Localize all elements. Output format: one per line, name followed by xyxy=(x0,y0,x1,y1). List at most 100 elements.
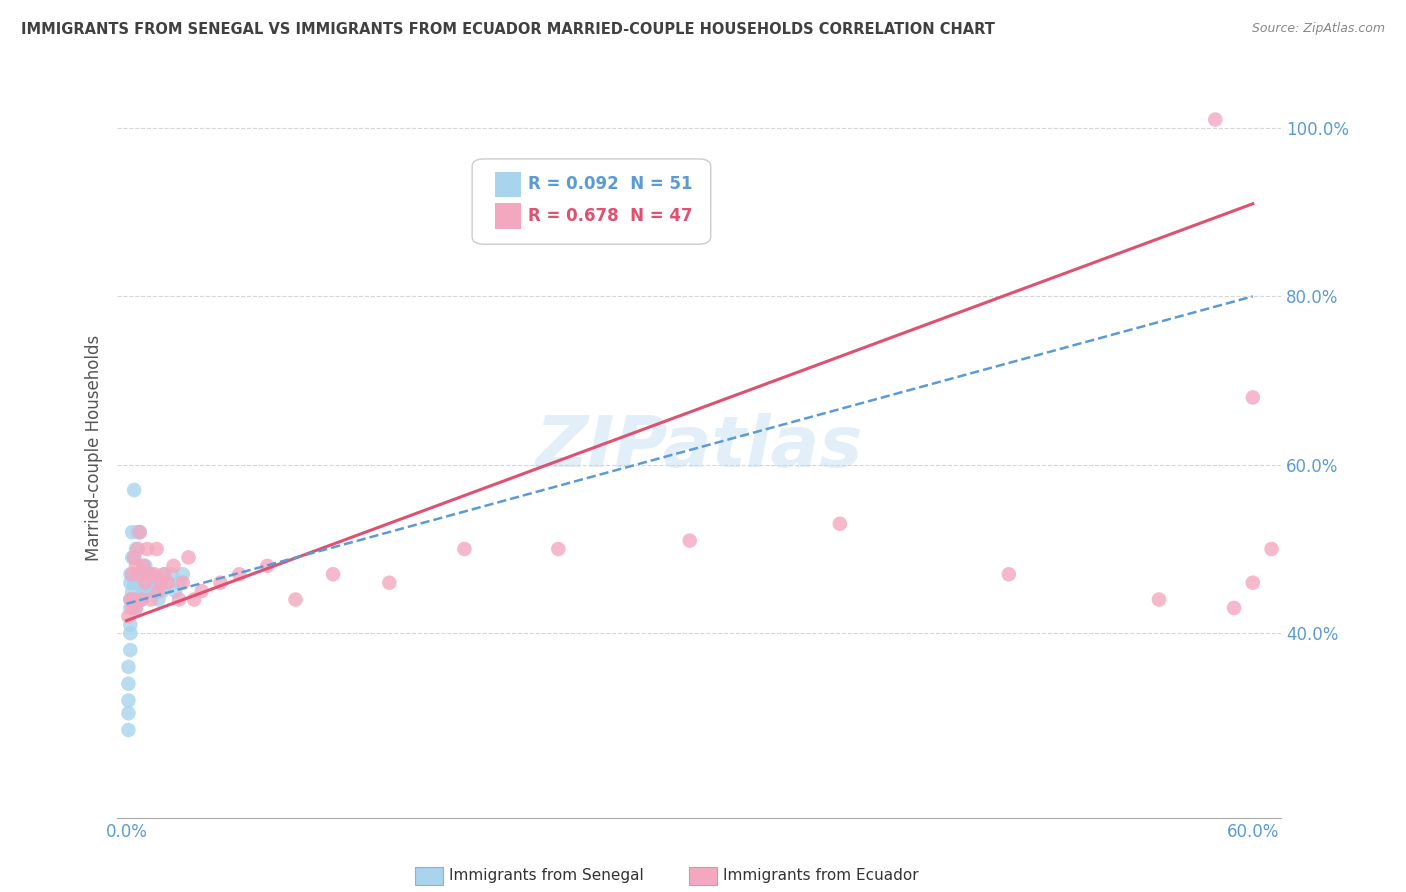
Point xyxy=(145,541,167,556)
Text: R = 0.678  N = 47: R = 0.678 N = 47 xyxy=(529,207,693,225)
Point xyxy=(165,584,187,599)
Point xyxy=(117,693,139,707)
Point xyxy=(132,584,155,599)
Point xyxy=(122,575,145,590)
Point xyxy=(125,558,148,573)
Point xyxy=(149,575,172,590)
Text: IMMIGRANTS FROM SENEGAL VS IMMIGRANTS FROM ECUADOR MARRIED-COUPLE HOUSEHOLDS COR: IMMIGRANTS FROM SENEGAL VS IMMIGRANTS FR… xyxy=(21,22,995,37)
Point xyxy=(121,567,143,582)
Text: Immigrants from Ecuador: Immigrants from Ecuador xyxy=(723,869,918,883)
Point xyxy=(131,567,153,582)
Point xyxy=(125,601,148,615)
Point xyxy=(997,567,1019,582)
Point xyxy=(679,533,702,548)
Text: Source: ZipAtlas.com: Source: ZipAtlas.com xyxy=(1251,22,1385,36)
Point xyxy=(121,601,143,615)
Point xyxy=(128,592,150,607)
Point xyxy=(120,592,142,607)
Point xyxy=(120,643,142,657)
Point xyxy=(453,541,475,556)
Point xyxy=(120,626,142,640)
Point xyxy=(125,575,148,590)
Point xyxy=(134,575,156,590)
Point xyxy=(125,601,148,615)
Point xyxy=(153,567,176,582)
Point xyxy=(142,575,165,590)
Point xyxy=(138,584,160,599)
Bar xyxy=(495,171,522,197)
Point xyxy=(132,558,155,573)
Point xyxy=(120,601,142,615)
Point xyxy=(143,584,166,599)
Point xyxy=(145,575,167,590)
Point xyxy=(1279,500,1302,514)
Point xyxy=(190,584,212,599)
Point xyxy=(139,592,162,607)
Point xyxy=(121,584,143,599)
Point xyxy=(121,567,143,582)
Point xyxy=(378,575,401,590)
Point xyxy=(120,567,142,582)
Point xyxy=(128,567,150,582)
Point xyxy=(128,525,150,540)
Point xyxy=(131,592,153,607)
Text: Immigrants from Senegal: Immigrants from Senegal xyxy=(449,869,644,883)
Point xyxy=(322,567,344,582)
Point xyxy=(156,575,179,590)
Point xyxy=(209,575,232,590)
Point xyxy=(117,660,139,674)
Point xyxy=(127,592,149,607)
Point xyxy=(122,483,145,497)
Point xyxy=(150,584,173,599)
Text: ZIPatlas: ZIPatlas xyxy=(536,414,863,483)
Point xyxy=(122,550,145,565)
Point xyxy=(828,516,851,531)
Point xyxy=(148,584,170,599)
Point xyxy=(284,592,307,607)
Point xyxy=(117,609,139,624)
Point xyxy=(120,617,142,632)
Point xyxy=(117,706,139,721)
Point xyxy=(1241,575,1264,590)
Point xyxy=(1147,592,1170,607)
Bar xyxy=(495,203,522,229)
Point xyxy=(153,567,176,582)
Point xyxy=(120,592,142,607)
Point xyxy=(136,541,159,556)
Point xyxy=(117,723,139,737)
Point xyxy=(121,550,143,565)
Point xyxy=(149,575,172,590)
Point xyxy=(156,575,179,590)
Point xyxy=(134,584,156,599)
Point xyxy=(121,592,143,607)
Point xyxy=(172,567,194,582)
Point xyxy=(128,567,150,582)
Point xyxy=(117,677,139,691)
Point xyxy=(183,592,205,607)
Point xyxy=(128,525,150,540)
Point xyxy=(177,550,200,565)
Point xyxy=(172,575,194,590)
Point xyxy=(160,567,183,582)
Point xyxy=(139,567,162,582)
Point xyxy=(131,592,153,607)
Point xyxy=(1204,112,1226,127)
Point xyxy=(228,567,250,582)
Point xyxy=(1223,601,1246,615)
Point xyxy=(134,558,156,573)
Point xyxy=(122,550,145,565)
Point xyxy=(143,567,166,582)
Point xyxy=(136,575,159,590)
Point xyxy=(547,541,569,556)
Point xyxy=(127,541,149,556)
Text: R = 0.092  N = 51: R = 0.092 N = 51 xyxy=(529,175,693,194)
Point xyxy=(256,558,278,573)
Point xyxy=(127,525,149,540)
Point xyxy=(167,575,190,590)
Point xyxy=(120,575,142,590)
Point xyxy=(132,558,155,573)
Point xyxy=(167,592,190,607)
Point xyxy=(1260,541,1282,556)
FancyBboxPatch shape xyxy=(472,159,710,244)
Point xyxy=(127,567,149,582)
